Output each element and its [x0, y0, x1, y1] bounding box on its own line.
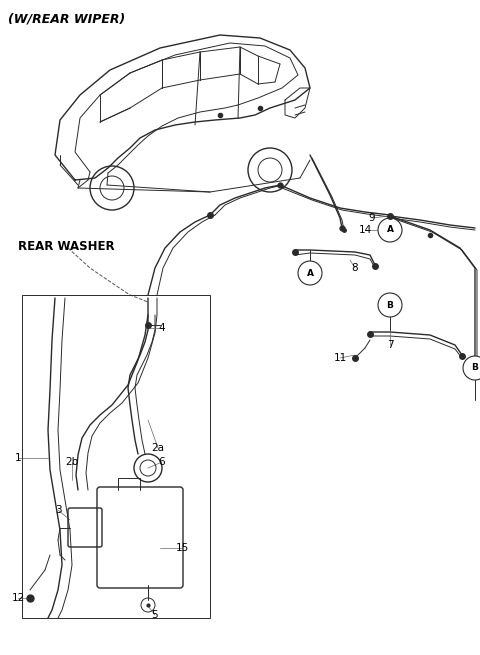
Text: 11: 11 — [334, 353, 347, 363]
Text: B: B — [471, 364, 479, 373]
Bar — [22, 295, 210, 618]
Text: 9: 9 — [369, 213, 375, 223]
Text: 15: 15 — [175, 543, 189, 553]
Text: 14: 14 — [359, 225, 372, 235]
Circle shape — [298, 261, 322, 285]
Text: 2a: 2a — [152, 443, 165, 453]
Text: 1: 1 — [15, 453, 21, 463]
Text: 5: 5 — [152, 610, 158, 620]
Text: REAR WASHER: REAR WASHER — [18, 240, 115, 253]
Circle shape — [378, 218, 402, 242]
Text: A: A — [307, 269, 313, 278]
Circle shape — [463, 356, 480, 380]
Text: 6: 6 — [159, 457, 165, 467]
Text: 12: 12 — [12, 593, 24, 603]
Text: A: A — [386, 225, 394, 234]
Text: 2b: 2b — [65, 457, 79, 467]
Text: B: B — [386, 301, 394, 310]
Text: (W/REAR WIPER): (W/REAR WIPER) — [8, 13, 125, 26]
Text: 3: 3 — [55, 505, 61, 515]
Text: 4: 4 — [159, 323, 165, 333]
Text: 7: 7 — [387, 340, 393, 350]
Circle shape — [378, 293, 402, 317]
Text: 8: 8 — [352, 263, 358, 273]
